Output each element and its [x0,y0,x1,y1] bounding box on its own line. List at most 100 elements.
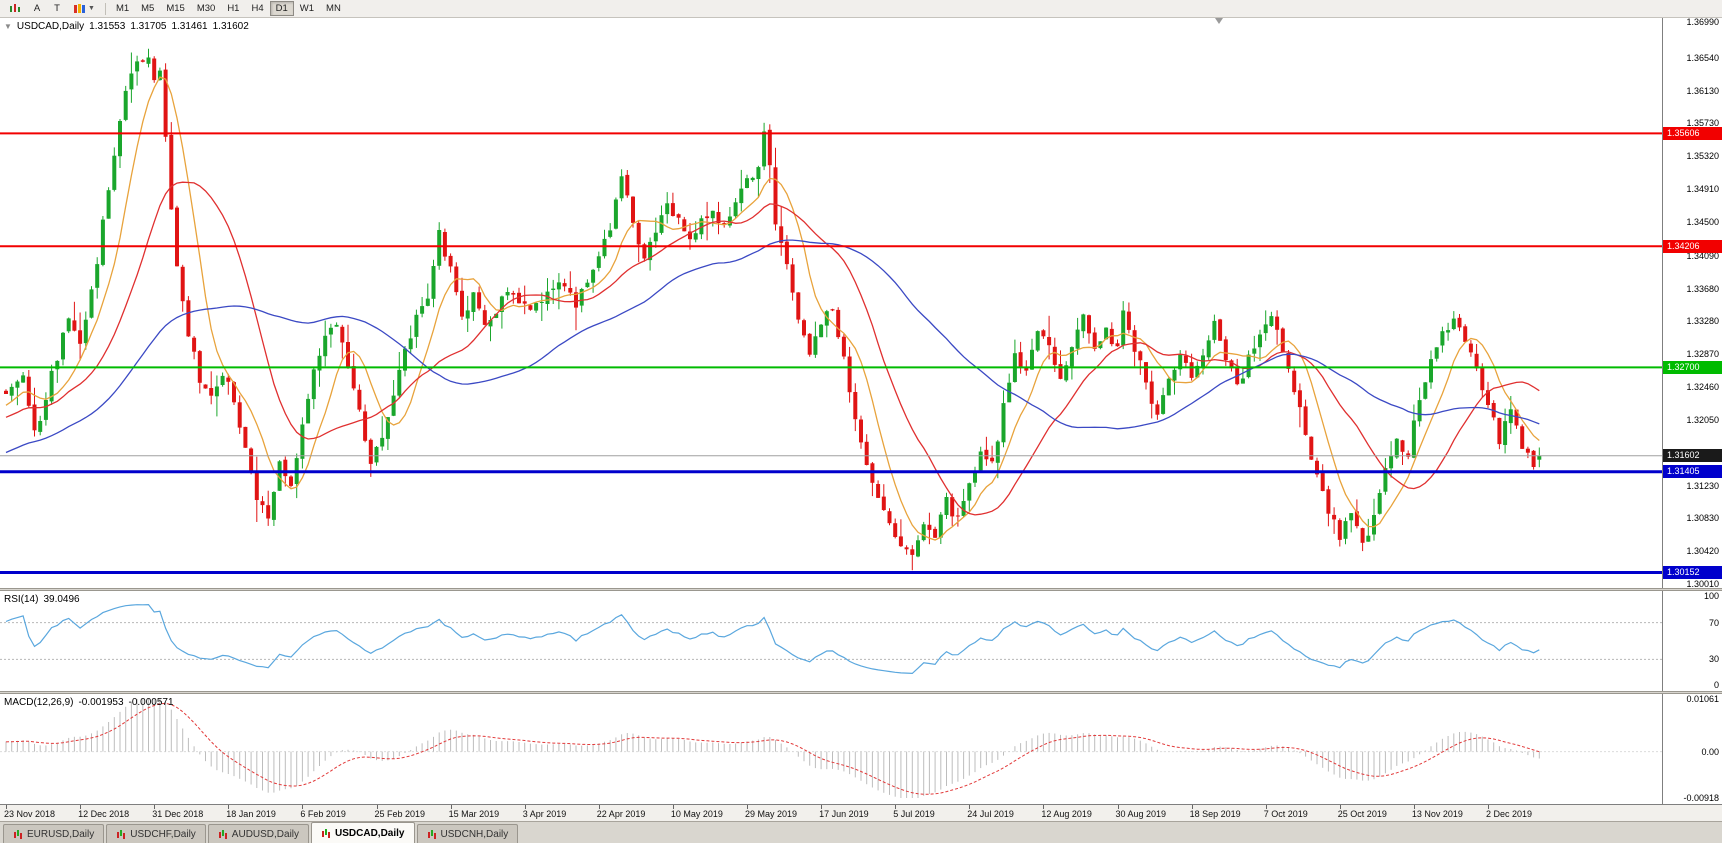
macd-signal-value: -0.000571 [128,697,174,708]
time-axis-tick [228,805,230,809]
chart-tab-audusd[interactable]: AUDUSD,Daily [207,824,310,843]
rsi-pane: RSI(14) 39.0496 100 70 30 0 [0,591,1722,691]
time-axis-tick [1191,805,1193,809]
price-badge-1.30152: 1.30152 [1663,566,1722,580]
macd-axis-label: 0.01061 [1686,694,1719,704]
time-axis-tick [1413,805,1415,809]
price-axis[interactable]: 1.36990 1.36540 1.36130 1.35730 1.35320 1.349… [1662,18,1722,588]
rsi-axis-label: 70 [1708,617,1719,628]
time-axis-tick [154,805,156,809]
toolbar-separator [104,2,106,15]
price-axis-label: 1.32050 [1686,414,1719,425]
time-axis-tick [1043,805,1045,809]
macd-indicator-name: MACD(12,26,9) [4,697,74,708]
chart-tab-usdcnh[interactable]: USDCNH,Daily [416,824,519,843]
macd-axis[interactable]: 0.01061 0.00 -0.00918 [1662,694,1722,804]
ma-50-line [5,239,1540,454]
one-click-trading-toggle[interactable]: ▼ [4,22,12,31]
text-tool-button[interactable]: T [54,3,60,14]
time-axis-label: 23 Nov 2018 [4,809,56,819]
ohlc-close: 1.31602 [212,21,249,32]
rsi-indicator-value: 39.0496 [43,594,80,605]
timeframe-m1-button[interactable]: M1 [115,3,130,14]
rsi-indicator-name: RSI(14) [4,594,39,605]
rsi-axis[interactable]: 100 70 30 0 [1662,591,1722,691]
rsi-axis-label: 30 [1708,654,1719,665]
ma-20-line [5,181,1540,516]
price-axis-label: 1.34090 [1686,250,1719,261]
chart-symbol-label: USDCAD,Daily [16,21,85,32]
time-axis-tick [1265,805,1267,809]
macd-main-value: -0.001953 [78,697,124,708]
time-axis-label: 7 Oct 2019 [1263,809,1308,819]
chart-tab-usdchf[interactable]: USDCHF,Daily [106,824,206,843]
time-axis-label: 31 Dec 2018 [152,809,204,819]
timeframe-h1-button[interactable]: H1 [227,3,240,14]
price-axis-label: 1.30420 [1686,545,1719,556]
rsi-chart-canvas[interactable] [0,591,1662,691]
chart-tab-usdcad[interactable]: USDCAD,Daily [311,822,415,843]
current-price-badge: 1.31602 [1663,449,1722,463]
toolbar: A T ▼ M1 M5 M15 M30 H1 H4 D1 W1 MN [0,0,1722,18]
time-axis-label: 30 Aug 2019 [1115,809,1167,819]
price-axis-label: 1.32460 [1686,381,1719,392]
time-axis-label: 5 Jul 2019 [893,809,935,819]
time-axis[interactable]: 23 Nov 2018 12 Dec 2018 31 Dec 2018 18 Jan … [0,804,1722,821]
time-axis-tick [302,805,304,809]
ma-8-line [5,76,1540,541]
rsi-axis-label: 100 [1703,591,1719,601]
price-badge-1.32700: 1.32700 [1663,360,1722,374]
time-axis-tick [376,805,378,809]
chart-tab-eurusd[interactable]: EURUSD,Daily [3,824,105,843]
color-picker-button[interactable]: ▼ [67,1,101,16]
time-axis-tick [6,805,7,809]
pane-divider[interactable] [0,588,1722,591]
chart-tab-bar: EURUSD,Daily USDCHF,Daily AUDUSD,Daily USDC… [0,821,1722,843]
time-axis-tick [672,805,674,809]
tab-chart-icon [427,830,436,839]
timeframe-mn-button[interactable]: MN [326,3,341,14]
price-axis-label: 1.33680 [1686,283,1719,294]
time-axis-tick [450,805,452,809]
timeframe-m15-button[interactable]: M15 [166,3,185,14]
main-price-pane: ▼ USDCAD,Daily 1.31553 1.31705 1.31461 1.3160… [0,18,1722,588]
time-axis-tick [969,805,971,809]
pane-divider[interactable] [0,691,1722,694]
macd-chart-canvas[interactable] [0,694,1662,804]
price-axis-label: 1.36540 [1686,53,1719,64]
rsi-axis-label: 0 [1713,680,1719,690]
tab-label: EURUSD,Daily [27,828,95,840]
time-axis-tick [524,805,526,809]
price-axis-label: 1.36990 [1686,18,1719,28]
symbol-ohlc-line: ▼ USDCAD,Daily 1.31553 1.31705 1.31461 1.3160… [4,21,254,32]
timeframe-h4-button[interactable]: H4 [251,3,264,14]
time-axis-label: 17 Jun 2019 [819,809,869,819]
chart-bars-icon[interactable] [3,1,27,16]
text-label-button[interactable]: A [33,3,41,14]
ohlc-low: 1.31461 [171,21,208,32]
time-axis-label: 22 Apr 2019 [596,809,646,819]
price-chart-canvas[interactable] [0,18,1662,588]
ohlc-high: 1.31705 [130,21,167,32]
ohlc-open: 1.31553 [89,21,126,32]
chart-shift-marker[interactable] [1215,18,1223,24]
timeframe-m30-button[interactable]: M30 [196,3,216,14]
time-axis-label: 29 May 2019 [745,809,798,819]
price-axis-label: 1.34500 [1686,217,1719,228]
price-axis-label: 1.30830 [1686,512,1719,523]
time-axis-label: 24 Jul 2019 [967,809,1014,819]
timeframe-selector: M1 M5 M15 M30 H1 H4 D1 W1 MN [110,1,347,16]
tab-chart-icon [218,830,227,839]
rsi-line [5,603,1540,675]
price-axis-label: 1.33280 [1686,315,1719,326]
macd-axis-label: -0.00918 [1683,793,1719,803]
time-axis-tick [1339,805,1341,809]
time-axis-label: 25 Oct 2019 [1337,809,1387,819]
price-axis-label: 1.34910 [1686,184,1719,195]
tab-chart-icon [14,830,22,839]
tab-label: USDCAD,Daily [335,827,405,839]
timeframe-m5-button[interactable]: M5 [141,3,155,14]
timeframe-w1-button[interactable]: W1 [299,3,315,14]
timeframe-d1-button[interactable]: D1 [269,1,294,16]
